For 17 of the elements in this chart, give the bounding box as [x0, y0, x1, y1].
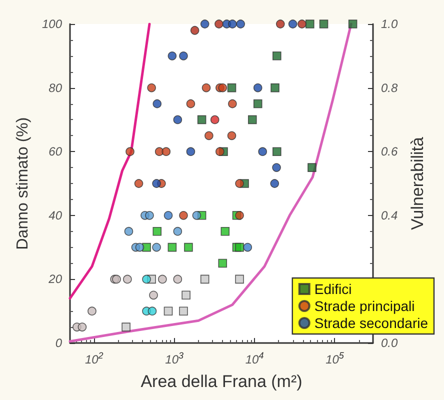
y2-tick-label: 0.6 — [381, 144, 398, 159]
y-axis-title: Danno stimato (%) — [14, 117, 32, 250]
y2-tick-label: 0.4 — [381, 208, 398, 222]
legend-label: Edifici — [314, 281, 352, 297]
y-tick-label: 80 — [48, 80, 62, 95]
legend-label: Strade secondarie — [314, 315, 428, 331]
y-tick-label: 60 — [48, 144, 62, 159]
legend-label: Strade principali — [314, 298, 415, 314]
y-tick-label: 100 — [42, 17, 62, 31]
y2-tick-label: 1.0 — [381, 17, 398, 31]
y-tick-label: 40 — [48, 208, 62, 222]
y2-tick-label: 0.8 — [381, 80, 398, 95]
y2-tick-label: 0.0 — [381, 336, 398, 350]
y2-axis-title: Vulnerabilità — [408, 136, 427, 230]
y-tick-label: 0 — [55, 336, 62, 350]
x-axis-title: Area della Frana (m²) — [140, 372, 302, 391]
y-tick-label: 20 — [48, 272, 62, 286]
